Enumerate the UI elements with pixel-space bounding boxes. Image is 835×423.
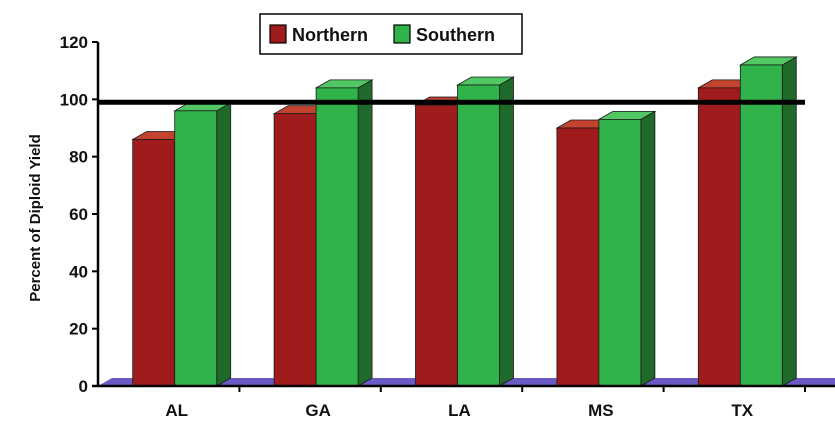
bar-side [781,56,797,387]
legend-box [259,13,523,55]
bar-southern-tx [738,56,798,387]
y-tick-label-100: 100 [60,90,88,109]
bar-side [357,79,373,387]
y-tick-label-80: 80 [69,148,88,167]
bar-front [132,139,176,387]
legend-label-northern: Northern [292,25,368,45]
y-tick-label-60: 60 [69,205,88,224]
bar-southern-al [173,102,233,387]
bar-front [315,87,359,387]
bar-southern-la [455,76,516,387]
bar-side [499,76,514,387]
y-tick-label-40: 40 [69,262,88,281]
y-axis-title: Percent of Diploid Yield [27,134,44,302]
bar-side [640,110,656,387]
legend-swatch-northern [269,24,287,44]
x-label-al: AL [165,401,188,420]
bar-front [697,87,741,387]
x-label-tx: TX [731,401,753,420]
x-label-ga: GA [305,401,331,420]
x-label-ms: MS [588,401,614,420]
legend: Northern Southern [259,13,523,55]
legend-label-southern: Southern [416,25,495,45]
bar-southern-ga [314,79,374,387]
bar-front [598,119,642,387]
bar-southern-ms [597,110,657,387]
y-tick-label-0: 0 [79,377,88,396]
x-label-la: LA [448,401,471,420]
bar-side [216,102,232,387]
bar-front [739,64,783,387]
y-tick-label-20: 20 [69,320,88,339]
bar-front [273,113,317,387]
y-tick-label-120: 120 [60,33,88,52]
y-ticks-group: 0 20 40 60 80 100 120 [60,33,98,396]
bar-front [174,110,218,387]
bar-front [415,104,458,387]
bars-group [131,56,798,387]
bar-front [457,84,500,387]
legend-swatch-southern [393,24,411,44]
bar-front [556,127,600,387]
x-labels-group: AL GA LA MS TX [165,386,806,420]
